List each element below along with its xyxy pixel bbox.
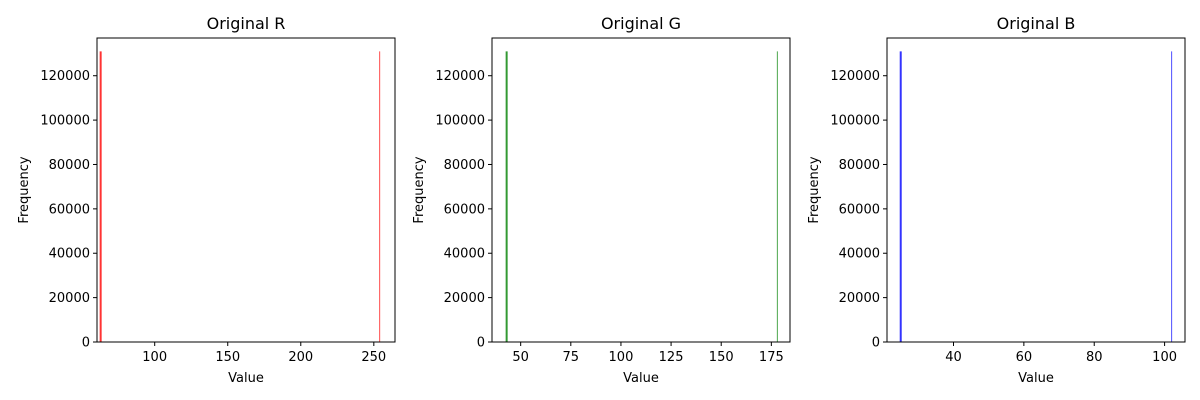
chart-panel-2: 40 60 80 100 0 20000 40000 60000 80000 100000 1200… xyxy=(807,14,1186,386)
y-tick-label: 120000 xyxy=(435,69,485,84)
y-tick-label: 40000 xyxy=(49,247,90,262)
axes-frame xyxy=(491,37,791,343)
y-tick-label: 20000 xyxy=(49,291,90,306)
x-tick-label: 100 xyxy=(1152,350,1177,365)
x-tick-label: 60 xyxy=(1016,350,1033,365)
y-axis-label: Frequency xyxy=(807,156,822,223)
x-axis-label: Value xyxy=(1018,371,1054,386)
y-tick-label: 0 xyxy=(477,336,485,351)
y-axis-label: Frequency xyxy=(412,156,427,223)
chart-title: Original G xyxy=(601,14,681,33)
x-tick-label: 150 xyxy=(215,350,240,365)
y-tick-label: 120000 xyxy=(830,69,880,84)
y-tick-label: 120000 xyxy=(40,69,90,84)
x-tick-label: 150 xyxy=(709,350,734,365)
y-tick-label: 80000 xyxy=(839,158,880,173)
x-tick-label: 75 xyxy=(563,350,580,365)
y-tick-label: 60000 xyxy=(839,202,880,217)
y-tick-label: 20000 xyxy=(444,291,485,306)
x-tick-label: 100 xyxy=(142,350,167,365)
x-tick-label: 100 xyxy=(609,350,634,365)
x-axis-label: Value xyxy=(623,371,659,386)
chart-panel-0: 100 150 200 250 0 20000 40000 60000 80000 100000 1… xyxy=(17,14,396,386)
y-tick-label: 0 xyxy=(82,336,90,351)
x-tick-label: 50 xyxy=(512,350,529,365)
x-tick-label: 175 xyxy=(759,350,784,365)
x-tick-label: 200 xyxy=(288,350,313,365)
y-tick-label: 100000 xyxy=(40,114,90,129)
y-tick-label: 40000 xyxy=(839,247,880,262)
y-tick-label: 100000 xyxy=(830,114,880,129)
y-tick-label: 60000 xyxy=(444,202,485,217)
y-tick-label: 40000 xyxy=(444,247,485,262)
chart-panel-1: 50 75 100 125 150 175 0 20000 40000 60000 80000 100… xyxy=(412,14,791,386)
y-axis-label: Frequency xyxy=(17,156,32,223)
chart-title: Original B xyxy=(997,14,1076,33)
chart-title: Original R xyxy=(207,14,286,33)
x-axis-label: Value xyxy=(228,371,264,386)
x-tick-label: 80 xyxy=(1086,350,1103,365)
y-tick-label: 80000 xyxy=(49,158,90,173)
y-tick-label: 0 xyxy=(872,336,880,351)
y-tick-label: 100000 xyxy=(435,114,485,129)
axes-frame xyxy=(96,37,396,343)
axes-frame xyxy=(886,37,1186,343)
y-tick-label: 60000 xyxy=(49,202,90,217)
x-tick-label: 40 xyxy=(945,350,962,365)
x-tick-label: 250 xyxy=(361,350,386,365)
y-tick-label: 20000 xyxy=(839,291,880,306)
x-tick-label: 125 xyxy=(659,350,684,365)
y-tick-label: 80000 xyxy=(444,158,485,173)
